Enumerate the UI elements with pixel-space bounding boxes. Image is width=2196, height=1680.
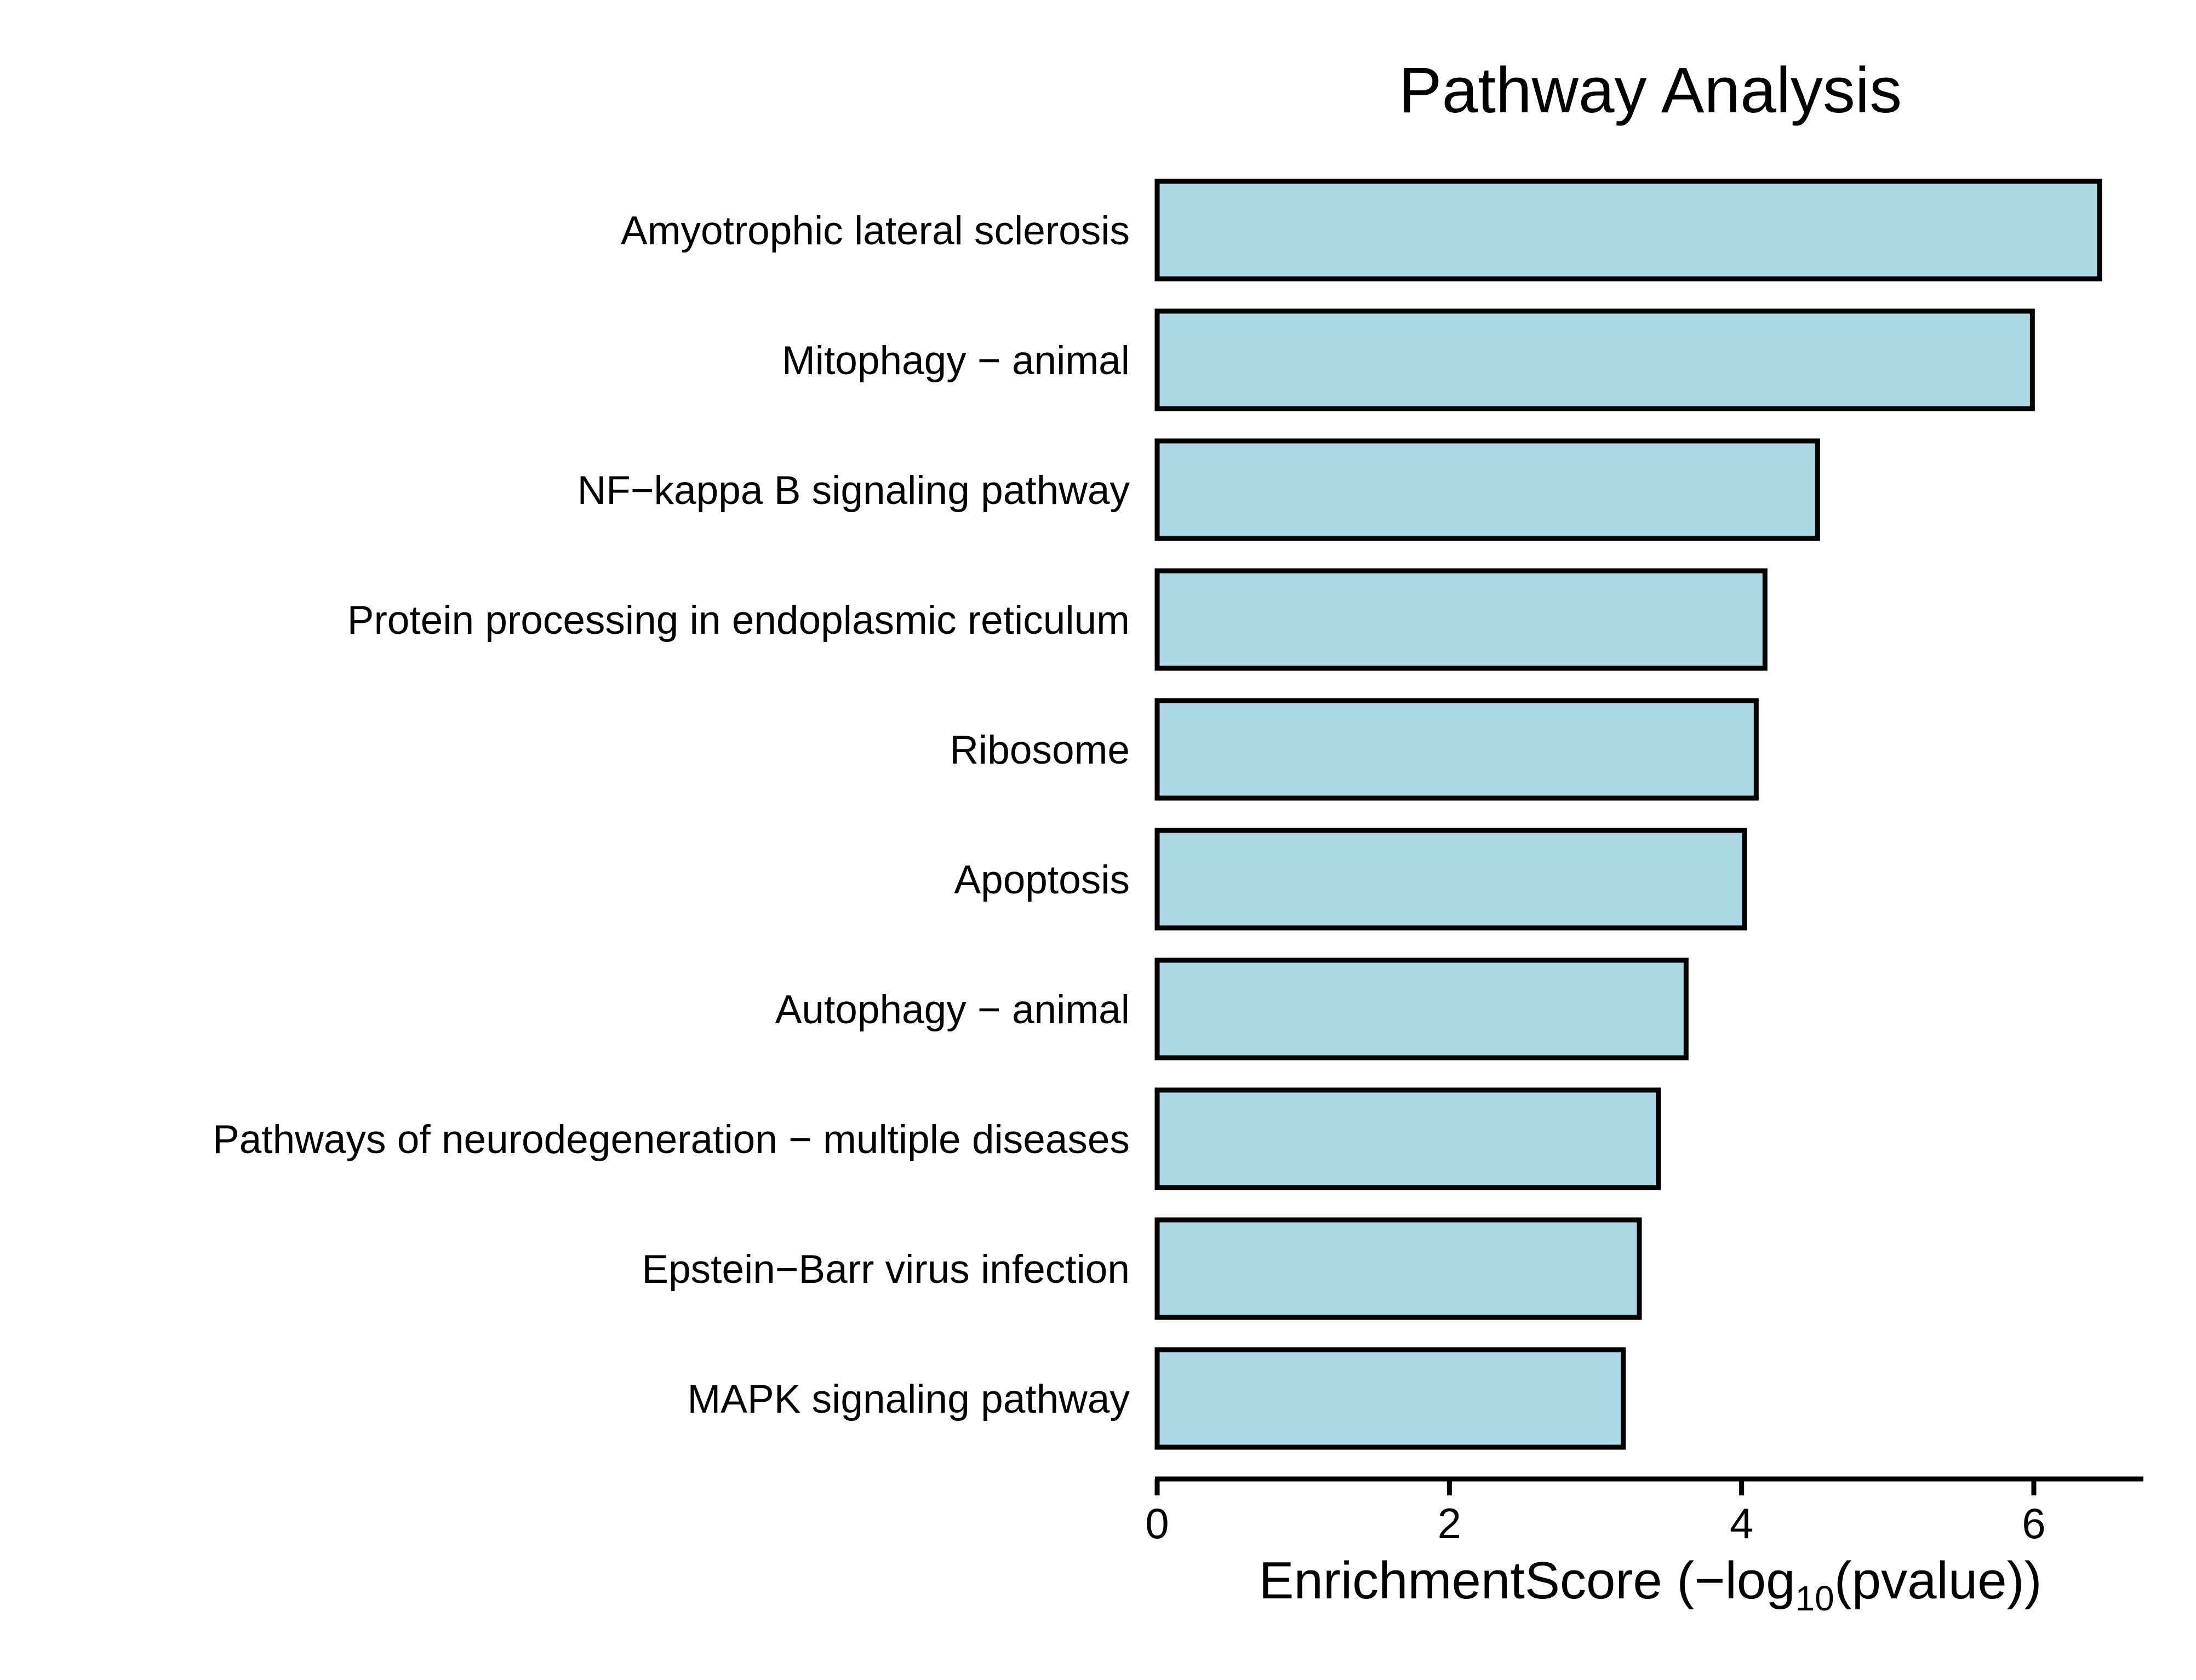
bar — [1154, 308, 2035, 411]
bar — [1154, 828, 1747, 931]
bar — [1154, 957, 1689, 1060]
category-label: Pathways of neurodegeneration − multiple… — [213, 1117, 1130, 1162]
x-axis-title: EnrichmentScore (−log10(pvalue)) — [1259, 1551, 2041, 1618]
x-tick-label: 2 — [1438, 1499, 1461, 1547]
category-labels-group: Amyotrophic lateral sclerosis Mitophagy −… — [213, 209, 1130, 1421]
category-label: Amyotrophic lateral sclerosis — [621, 209, 1130, 253]
x-tick-label: 4 — [1730, 1499, 1753, 1547]
bar — [1154, 568, 1768, 671]
category-label: MAPK signaling pathway — [688, 1377, 1130, 1421]
category-label: NF−kappa B signaling pathway — [577, 468, 1130, 513]
bar — [1154, 1217, 1642, 1320]
x-axis-title-subscript: 10 — [1795, 1579, 1834, 1618]
category-label: Protein processing in endoplasmic reticu… — [347, 598, 1130, 643]
x-tick-label: 0 — [1145, 1499, 1169, 1547]
category-label: Epstein−Barr virus infection — [642, 1247, 1130, 1292]
chart-title: Pathway Analysis — [1399, 54, 1902, 127]
category-label: Ribosome — [950, 728, 1130, 772]
bar — [1154, 179, 2102, 282]
x-axis-ticks-group: 0 2 4 6 — [1145, 1479, 2046, 1547]
bar — [1154, 1347, 1626, 1450]
x-axis-title-prefix: EnrichmentScore (−log — [1259, 1551, 1795, 1610]
bar — [1154, 1087, 1661, 1190]
bar — [1154, 698, 1759, 801]
category-label: Autophagy − animal — [775, 988, 1130, 1032]
category-label: Apoptosis — [954, 858, 1130, 902]
bars-group — [1154, 179, 2102, 1450]
bar — [1154, 438, 1820, 541]
x-axis-title-suffix: (pvalue)) — [1834, 1551, 2042, 1610]
x-tick-label: 6 — [2022, 1499, 2045, 1547]
category-label: Mitophagy − animal — [782, 339, 1130, 383]
